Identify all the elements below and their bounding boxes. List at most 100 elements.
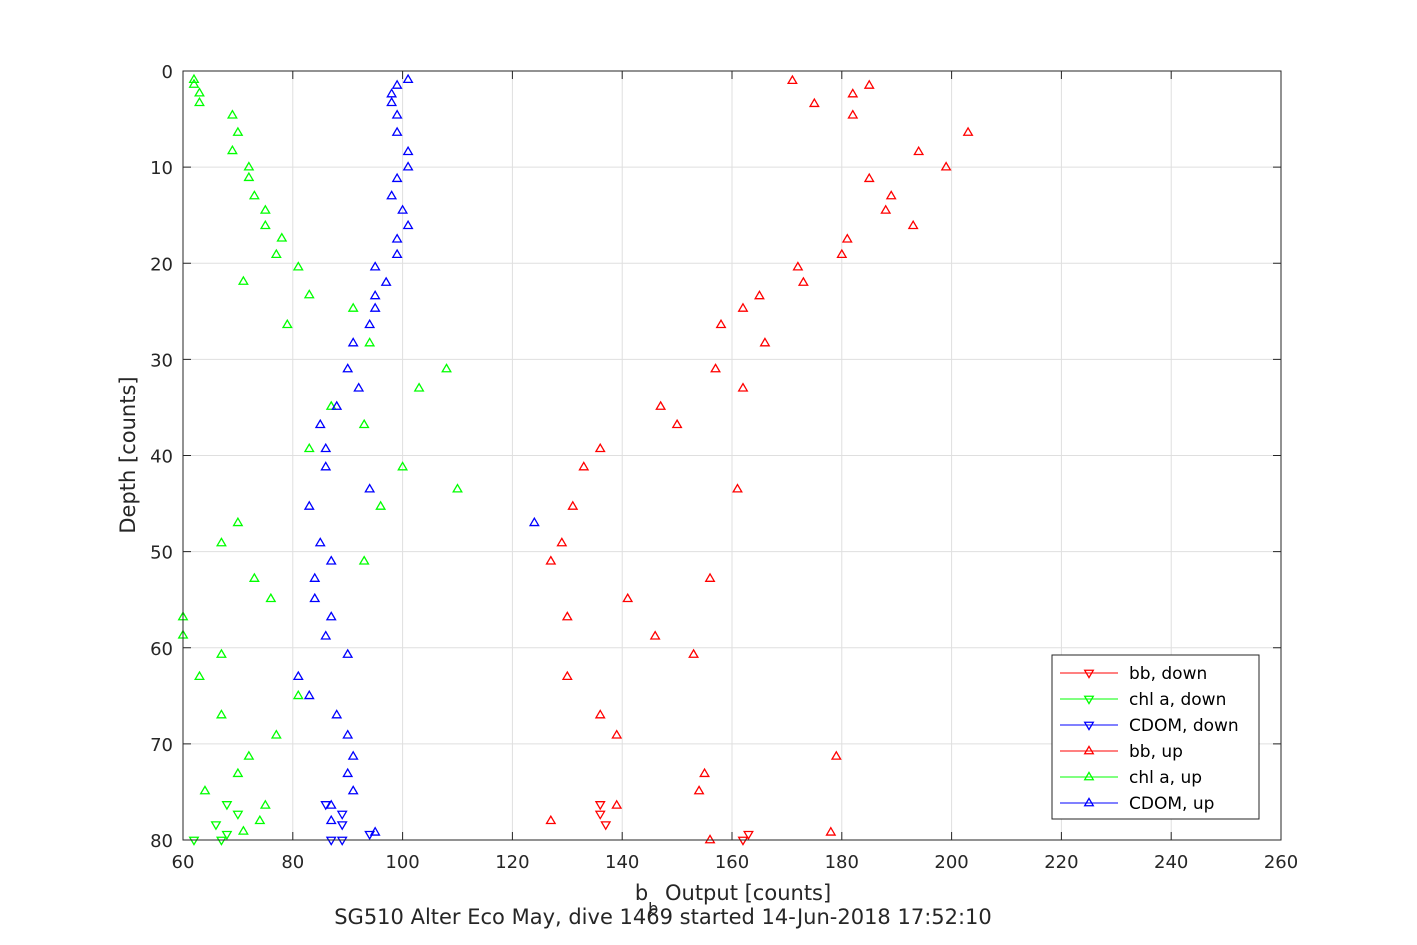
data-point bbox=[342, 767, 354, 778]
data-point bbox=[199, 785, 211, 795]
data-point bbox=[413, 382, 425, 392]
x-tick-label: 120 bbox=[495, 852, 529, 873]
x-tick-label: 140 bbox=[605, 852, 639, 873]
data-point bbox=[364, 337, 376, 347]
data-point bbox=[336, 810, 348, 820]
data-point bbox=[369, 261, 381, 271]
legend-label: CDOM, up bbox=[1129, 794, 1214, 814]
data-point bbox=[737, 836, 749, 846]
data-point bbox=[188, 73, 200, 84]
data-point bbox=[715, 318, 727, 329]
data-point bbox=[292, 670, 304, 680]
data-point bbox=[375, 500, 387, 510]
data-point bbox=[441, 363, 452, 373]
x-tick-label: 240 bbox=[1154, 852, 1188, 873]
data-point bbox=[913, 145, 925, 156]
data-point bbox=[276, 232, 288, 242]
data-point bbox=[792, 261, 804, 271]
x-axis-label: bb Output [counts] bbox=[635, 881, 831, 918]
data-point bbox=[397, 204, 409, 214]
data-point bbox=[336, 836, 348, 846]
x-tick-label: 180 bbox=[825, 852, 859, 873]
legend-marker bbox=[1083, 695, 1095, 705]
data-point bbox=[314, 418, 326, 429]
data-point bbox=[303, 500, 315, 510]
legend: bb, down chl a, down CDOM, down bb, up chl a… bbox=[1051, 654, 1260, 820]
data-point bbox=[325, 555, 337, 565]
legend-marker bbox=[1083, 771, 1095, 781]
data-point bbox=[391, 233, 403, 243]
x-tick-label: 60 bbox=[172, 852, 195, 873]
data-point bbox=[369, 826, 381, 836]
data-point bbox=[836, 248, 848, 259]
data-point bbox=[325, 611, 337, 621]
data-point bbox=[594, 442, 606, 453]
data-point bbox=[292, 689, 304, 700]
data-point bbox=[797, 276, 809, 286]
data-point bbox=[232, 810, 244, 820]
data-point bbox=[342, 363, 354, 373]
legend-marker bbox=[1083, 721, 1095, 731]
data-point bbox=[402, 145, 414, 156]
data-point bbox=[232, 516, 244, 527]
data-point bbox=[710, 363, 721, 373]
x-tick-label: 160 bbox=[715, 852, 749, 873]
data-point bbox=[320, 630, 332, 640]
data-point bbox=[210, 821, 222, 831]
data-point bbox=[600, 821, 612, 831]
data-point bbox=[309, 592, 321, 603]
data-point bbox=[754, 290, 765, 300]
data-point bbox=[221, 830, 233, 841]
data-point bbox=[545, 814, 557, 825]
y-tick-label: 50 bbox=[150, 543, 173, 564]
data-point bbox=[528, 516, 540, 527]
data-point bbox=[364, 318, 376, 329]
tick-labels: 60 80 100 120 140 160 180 200 220 240 260010203040… bbox=[150, 62, 1298, 873]
data-point bbox=[259, 799, 271, 809]
data-point bbox=[402, 73, 414, 84]
data-point bbox=[325, 836, 337, 846]
data-point bbox=[325, 400, 337, 410]
data-point bbox=[594, 810, 606, 820]
data-point bbox=[331, 400, 343, 410]
data-point bbox=[281, 318, 293, 329]
x-tick-label: 80 bbox=[281, 852, 304, 873]
legend-marker bbox=[1083, 669, 1095, 679]
data-point bbox=[303, 442, 315, 453]
data-point bbox=[880, 204, 892, 214]
data-point bbox=[962, 126, 974, 136]
data-point bbox=[737, 382, 749, 392]
y-tick-label: 80 bbox=[150, 831, 173, 852]
data-point bbox=[907, 219, 919, 230]
legend-marker bbox=[1083, 797, 1095, 807]
data-point bbox=[265, 592, 277, 603]
data-point bbox=[386, 88, 398, 98]
data-point bbox=[743, 830, 754, 841]
data-point bbox=[226, 144, 238, 155]
data-point bbox=[325, 814, 337, 825]
legend-label: CDOM, down bbox=[1129, 716, 1239, 736]
data-point bbox=[704, 834, 716, 844]
data-point bbox=[369, 302, 381, 312]
data-point bbox=[391, 172, 403, 183]
data-point bbox=[863, 79, 875, 89]
data-point bbox=[556, 537, 568, 547]
legend-label: chl a, down bbox=[1129, 690, 1226, 710]
y-tick-label: 70 bbox=[150, 735, 173, 756]
data-point bbox=[347, 302, 359, 312]
data-point bbox=[655, 400, 667, 410]
series-1 bbox=[188, 801, 244, 846]
data-point bbox=[786, 74, 798, 85]
data-point bbox=[594, 801, 606, 811]
data-point bbox=[303, 289, 315, 299]
data-point bbox=[863, 172, 875, 183]
data-point bbox=[232, 126, 244, 136]
data-point bbox=[347, 785, 359, 795]
data-point bbox=[358, 418, 370, 429]
data-point bbox=[232, 767, 244, 778]
x-tick-label: 260 bbox=[1264, 852, 1298, 873]
data-point bbox=[380, 276, 392, 286]
data-point bbox=[248, 190, 260, 200]
y-tick-label: 60 bbox=[150, 639, 173, 660]
data-point bbox=[347, 750, 359, 760]
